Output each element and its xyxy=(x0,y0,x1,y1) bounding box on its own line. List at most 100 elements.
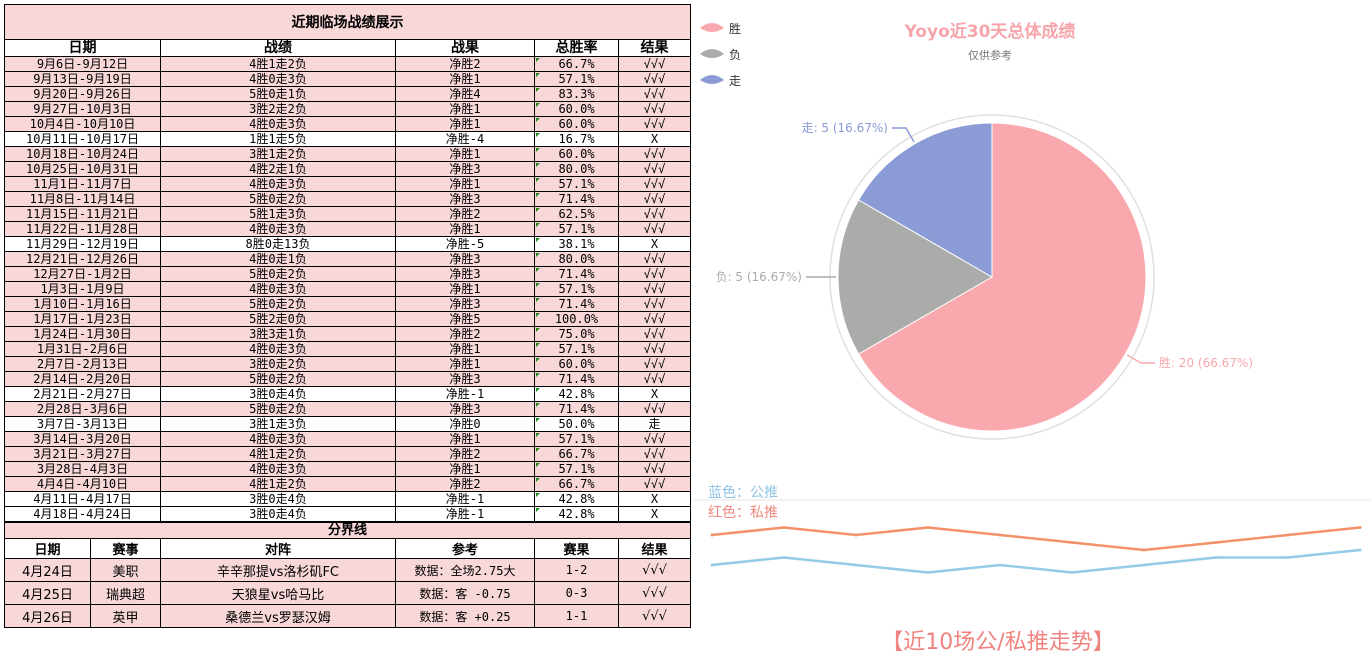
weekly-cell-outcome: 净胜5 xyxy=(395,311,535,327)
weekly-cell-rate: 75.0% xyxy=(534,326,619,342)
weekly-cell-result: √√√ xyxy=(617,116,692,132)
match-row: 4月26日 英甲 桑德兰vs罗瑟汉姆 数据：客 +0.25 1-1 √√√ xyxy=(4,604,692,628)
weekly-cell-date: 12月27日-1月2日 xyxy=(4,266,161,282)
weekly-cell-record: 8胜0走13负 xyxy=(160,236,396,252)
weekly-cell-date: 9月13日-9月19日 xyxy=(4,71,161,87)
weekly-cell-date: 2月28日-3月6日 xyxy=(4,401,161,417)
weekly-cell-rate: 66.7% xyxy=(534,446,619,462)
weekly-cell-result: √√√ xyxy=(617,221,692,237)
weekly-cell-outcome: 净胜2 xyxy=(395,326,535,342)
weekly-cell-record: 5胜0走2负 xyxy=(160,371,396,387)
weekly-cell-date: 4月4日-4月10日 xyxy=(4,476,161,492)
weekly-cell-rate: 80.0% xyxy=(534,251,619,267)
match-cell-score: 0-3 xyxy=(534,581,619,605)
weekly-cell-rate: 57.1% xyxy=(534,71,619,87)
header-result: 结果 xyxy=(617,39,692,57)
weekly-cell-outcome: 净胜2 xyxy=(395,476,535,492)
weekly-cell-outcome: 净胜3 xyxy=(395,401,535,417)
weekly-cell-record: 5胜0走2负 xyxy=(160,296,396,312)
weekly-cell-record: 4胜0走3负 xyxy=(160,431,396,447)
weekly-cell-result: √√√ xyxy=(617,161,692,177)
weekly-cell-date: 3月14日-3月20日 xyxy=(4,431,161,447)
weekly-cell-rate: 66.7% xyxy=(534,56,619,72)
weekly-row: 4月11日-4月17日 3胜0走4负 净胜-1 42.8% X xyxy=(4,491,692,507)
weekly-cell-record: 5胜0走2负 xyxy=(160,191,396,207)
weekly-row: 11月22日-11月28日 4胜0走3负 净胜1 57.1% √√√ xyxy=(4,221,692,237)
private-point xyxy=(1070,541,1074,544)
weekly-cell-rate: 16.7% xyxy=(534,131,619,147)
weekly-cell-rate: 100.0% xyxy=(534,311,619,327)
weekly-cell-date: 1月31日-2月6日 xyxy=(4,341,161,357)
table-header-row: 日期 战绩 战果 总胜率 结果 xyxy=(4,39,692,57)
weekly-cell-record: 5胜0走1负 xyxy=(160,86,396,102)
weekly-cell-rate: 57.1% xyxy=(534,461,619,477)
weekly-cell-record: 4胜0走3负 xyxy=(160,461,396,477)
private-point xyxy=(1286,533,1290,537)
legend-swatch xyxy=(700,49,724,58)
weekly-cell-date: 11月8日-11月14日 xyxy=(4,191,161,207)
weekly-cell-outcome: 净胜1 xyxy=(395,71,535,87)
weekly-cell-date: 9月6日-9月12日 xyxy=(4,56,161,72)
weekly-row: 1月31日-2月6日 4胜0走3负 净胜1 57.1% √√√ xyxy=(4,341,692,357)
line-chart-title: 【近10场公/私推走势】 xyxy=(881,630,1114,655)
pie-slice-loss xyxy=(837,199,994,355)
weekly-cell-rate: 60.0% xyxy=(534,356,619,372)
weekly-cell-outcome: 净胜3 xyxy=(395,266,535,282)
header-rate: 总胜率 xyxy=(534,39,619,57)
weekly-cell-rate: 50.0% xyxy=(534,416,619,432)
weekly-cell-date: 1月17日-1月23日 xyxy=(4,311,161,327)
weekly-cell-result: √√√ xyxy=(617,251,692,267)
public-point xyxy=(854,563,858,567)
weekly-cell-outcome: 净胜-4 xyxy=(395,131,535,147)
weekly-row: 10月25日-10月31日 4胜2走1负 净胜3 80.0% √√√ xyxy=(4,161,692,177)
private-point xyxy=(782,526,786,529)
weekly-cell-date: 11月29日-12月19日 xyxy=(4,236,161,252)
public-point xyxy=(1070,571,1074,574)
pie-legend: 胜负走 xyxy=(700,21,741,88)
weekly-cell-rate: 83.3% xyxy=(534,86,619,102)
weekly-cell-record: 4胜1走2负 xyxy=(160,446,396,462)
weekly-cell-rate: 60.0% xyxy=(534,101,619,117)
line-series-private xyxy=(711,526,1361,552)
weekly-cell-rate: 71.4% xyxy=(534,371,619,387)
recent-match-table: 分界线 日期 赛事 对阵 参考 赛果 结果 4月24日 美职 辛辛那提vs洛杉矶FC… xyxy=(3,522,692,628)
private-point xyxy=(1142,548,1146,552)
private-point xyxy=(710,533,714,537)
weekly-cell-date: 10月25日-10月31日 xyxy=(4,161,161,177)
weekly-cell-outcome: 净胜2 xyxy=(395,446,535,462)
legend-swatch xyxy=(700,23,724,32)
match-row: 4月24日 美职 辛辛那提vs洛杉矶FC 数据：全场2.75大 1-2 √√√ xyxy=(4,558,692,582)
weekly-cell-date: 3月21日-3月27日 xyxy=(4,446,161,462)
private-point xyxy=(1358,526,1362,529)
pie-slices xyxy=(837,122,1147,432)
weekly-row: 11月1日-11月7日 4胜0走3负 净胜1 57.1% √√√ xyxy=(4,176,692,192)
weekly-row: 2月21日-2月27日 3胜0走4负 净胜-1 42.8% X xyxy=(4,386,692,402)
header-record: 战绩 xyxy=(160,39,396,57)
match-cell-teams: 天狼星vs哈马比 xyxy=(160,581,396,605)
weekly-cell-rate: 60.0% xyxy=(534,116,619,132)
weekly-cell-result: X xyxy=(617,506,692,522)
weekly-cell-record: 5胜1走3负 xyxy=(160,206,396,222)
weekly-cell-outcome: 净胜1 xyxy=(395,431,535,447)
private-point xyxy=(854,533,858,537)
weekly-cell-record: 3胜0走4负 xyxy=(160,386,396,402)
weekly-cell-outcome: 净胜-1 xyxy=(395,491,535,507)
weekly-cell-result: √√√ xyxy=(617,371,692,387)
weekly-cell-record: 5胜0走2负 xyxy=(160,266,396,282)
header2-score: 赛果 xyxy=(534,538,619,559)
weekly-cell-record: 5胜2走0负 xyxy=(160,311,396,327)
weekly-cell-result: √√√ xyxy=(617,341,692,357)
weekly-cell-rate: 57.1% xyxy=(534,221,619,237)
weekly-cell-result: X xyxy=(617,236,692,252)
weekly-cell-date: 2月21日-2月27日 xyxy=(4,386,161,402)
weekly-cell-record: 4胜1走2负 xyxy=(160,56,396,72)
weekly-cell-result: √√√ xyxy=(617,176,692,192)
weekly-cell-record: 3胜2走2负 xyxy=(160,101,396,117)
weekly-cell-result: √√√ xyxy=(617,311,692,327)
weekly-cell-outcome: 净胜1 xyxy=(395,146,535,162)
weekly-cell-rate: 60.0% xyxy=(534,146,619,162)
weekly-cell-date: 9月27日-10月3日 xyxy=(4,101,161,117)
weekly-cell-rate: 57.1% xyxy=(534,176,619,192)
public-point xyxy=(926,571,930,574)
match-cell-result: √√√ xyxy=(617,604,692,628)
